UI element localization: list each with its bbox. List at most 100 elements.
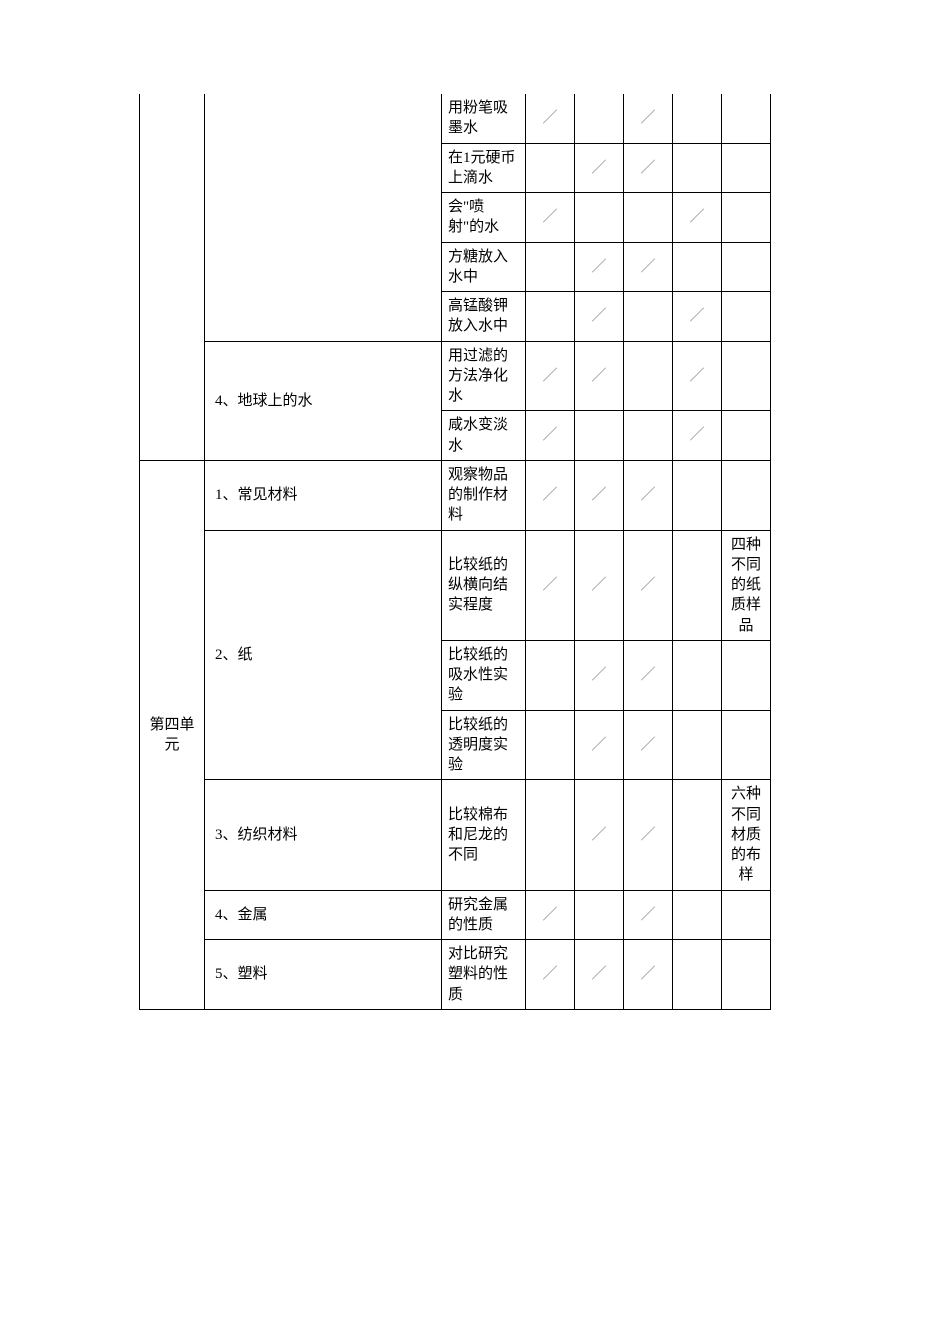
mark-cell: ／ — [575, 460, 624, 530]
slash-mark: ／ — [542, 367, 557, 384]
lesson-cell: 4、地球上的水 — [205, 341, 442, 460]
mark-cell: ／ — [673, 292, 722, 342]
slash-mark: ／ — [542, 906, 557, 923]
unit-cell: 第四单元 — [140, 460, 205, 1009]
experiment-table: 用粉笔吸墨水 ／ ／ 在1元硬币上滴水 ／ ／ 会"喷射"的水 ／ ／ — [139, 94, 771, 1010]
note-cell — [722, 193, 771, 243]
experiment-cell: 用粉笔吸墨水 — [442, 94, 526, 143]
mark-cell: ／ — [526, 460, 575, 530]
slash-mark: ／ — [640, 826, 655, 843]
mark-cell — [575, 94, 624, 143]
mark-cell: ／ — [673, 193, 722, 243]
note-cell — [722, 292, 771, 342]
mark-cell: ／ — [624, 94, 673, 143]
mark-cell — [575, 193, 624, 243]
experiment-cell: 比较纸的纵横向结实程度 — [442, 530, 526, 640]
note-cell: 四种不同的纸质样品 — [722, 530, 771, 640]
slash-mark: ／ — [640, 576, 655, 593]
note-cell — [722, 460, 771, 530]
mark-cell — [526, 143, 575, 193]
slash-mark: ／ — [591, 736, 606, 753]
mark-cell — [673, 640, 722, 710]
mark-cell: ／ — [673, 411, 722, 461]
mark-cell — [526, 242, 575, 292]
mark-cell — [624, 292, 673, 342]
mark-cell: ／ — [624, 242, 673, 292]
lesson-cell — [205, 94, 442, 341]
slash-mark: ／ — [591, 666, 606, 683]
slash-mark: ／ — [689, 307, 704, 324]
experiment-cell: 用过滤的方法净化水 — [442, 341, 526, 411]
slash-mark: ／ — [640, 109, 655, 126]
table-row: 5、塑料 对比研究塑料的性质 ／ ／ ／ — [140, 940, 771, 1010]
mark-cell — [624, 193, 673, 243]
slash-mark: ／ — [542, 576, 557, 593]
table-row: 4、地球上的水 用过滤的方法净化水 ／ ／ ／ — [140, 341, 771, 411]
mark-cell: ／ — [624, 640, 673, 710]
note-cell — [722, 143, 771, 193]
experiment-cell: 咸水变淡水 — [442, 411, 526, 461]
mark-cell — [526, 780, 575, 890]
mark-cell — [624, 411, 673, 461]
mark-cell — [575, 411, 624, 461]
mark-cell: ／ — [624, 460, 673, 530]
mark-cell: ／ — [575, 530, 624, 640]
slash-mark: ／ — [640, 736, 655, 753]
mark-cell: ／ — [575, 940, 624, 1010]
slash-mark: ／ — [689, 426, 704, 443]
table-row: 用粉笔吸墨水 ／ ／ — [140, 94, 771, 143]
mark-cell — [673, 940, 722, 1010]
slash-mark: ／ — [591, 307, 606, 324]
slash-mark: ／ — [640, 965, 655, 982]
slash-mark: ／ — [591, 965, 606, 982]
mark-cell: ／ — [526, 530, 575, 640]
experiment-cell: 在1元硬币上滴水 — [442, 143, 526, 193]
slash-mark: ／ — [542, 426, 557, 443]
note-cell — [722, 890, 771, 940]
mark-cell: ／ — [526, 411, 575, 461]
document-page: 用粉笔吸墨水 ／ ／ 在1元硬币上滴水 ／ ／ 会"喷射"的水 ／ ／ — [0, 94, 945, 1010]
experiment-cell: 比较棉布和尼龙的不同 — [442, 780, 526, 890]
slash-mark: ／ — [591, 486, 606, 503]
experiment-cell: 比较纸的吸水性实验 — [442, 640, 526, 710]
lesson-cell: 1、常见材料 — [205, 460, 442, 530]
mark-cell — [526, 640, 575, 710]
slash-mark: ／ — [591, 159, 606, 176]
slash-mark: ／ — [542, 208, 557, 225]
mark-cell: ／ — [575, 780, 624, 890]
slash-mark: ／ — [689, 208, 704, 225]
mark-cell: ／ — [624, 530, 673, 640]
mark-cell — [673, 460, 722, 530]
mark-cell — [624, 341, 673, 411]
slash-mark: ／ — [640, 906, 655, 923]
unit-cell — [140, 94, 205, 460]
mark-cell — [526, 710, 575, 780]
mark-cell — [575, 890, 624, 940]
mark-cell: ／ — [624, 780, 673, 890]
mark-cell: ／ — [624, 890, 673, 940]
mark-cell — [673, 710, 722, 780]
note-cell — [722, 940, 771, 1010]
note-cell: 六种不同材质的布样 — [722, 780, 771, 890]
mark-cell: ／ — [526, 890, 575, 940]
experiment-cell: 研究金属的性质 — [442, 890, 526, 940]
mark-cell — [673, 530, 722, 640]
mark-cell: ／ — [575, 341, 624, 411]
lesson-cell: 4、金属 — [205, 890, 442, 940]
mark-cell: ／ — [575, 640, 624, 710]
slash-mark: ／ — [689, 367, 704, 384]
mark-cell: ／ — [526, 341, 575, 411]
mark-cell — [673, 242, 722, 292]
table-row: 2、纸 比较纸的纵横向结实程度 ／ ／ ／ 四种不同的纸质样品 — [140, 530, 771, 640]
experiment-cell: 比较纸的透明度实验 — [442, 710, 526, 780]
mark-cell — [673, 780, 722, 890]
slash-mark: ／ — [640, 258, 655, 275]
slash-mark: ／ — [591, 826, 606, 843]
mark-cell — [526, 292, 575, 342]
mark-cell: ／ — [673, 341, 722, 411]
slash-mark: ／ — [542, 109, 557, 126]
mark-cell: ／ — [526, 94, 575, 143]
slash-mark: ／ — [542, 965, 557, 982]
mark-cell: ／ — [624, 940, 673, 1010]
experiment-cell: 对比研究塑料的性质 — [442, 940, 526, 1010]
